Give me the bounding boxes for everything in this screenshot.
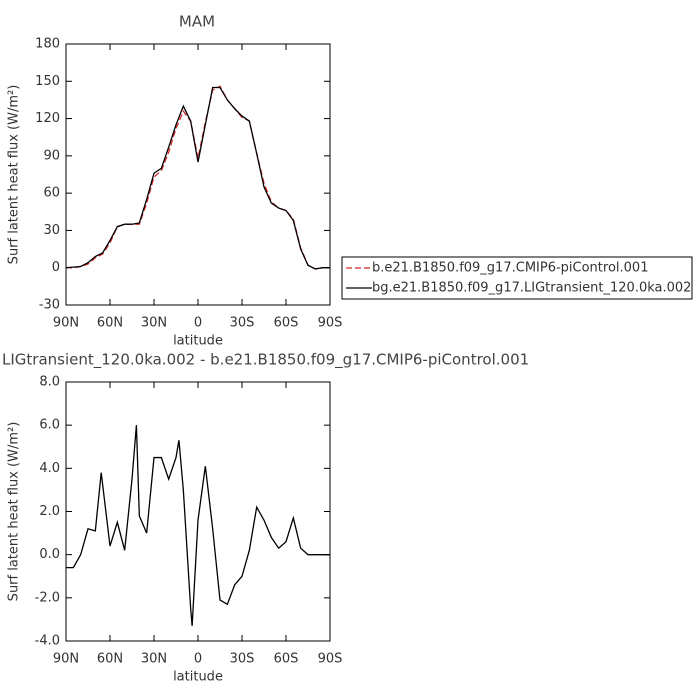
y-tick-label: 8.0 (39, 375, 60, 390)
x-tick-label: 30N (141, 316, 167, 331)
legend-label: b.e21.B1850.f09_g17.CMIP6-piControl.001 (372, 261, 648, 276)
x-tick-label: 90S (318, 652, 343, 667)
y-tick-label: 120 (35, 111, 60, 126)
data-line (66, 85, 330, 270)
y-tick-label: 4.0 (39, 461, 60, 476)
y-tick-label: 0 (52, 260, 60, 275)
x-axis-label: latitude (173, 334, 223, 349)
x-tick-label: 30S (230, 316, 255, 331)
data-line (66, 425, 330, 626)
x-tick-label: 30N (141, 652, 167, 667)
y-tick-label: 90 (43, 148, 60, 163)
x-axis-label: latitude (173, 670, 223, 685)
y-tick-label: 60 (43, 186, 60, 201)
y-axis-label: Surf latent heat flux (W/m²) (7, 422, 22, 602)
x-tick-label: 0 (194, 652, 202, 667)
y-tick-label: -30 (39, 298, 60, 313)
chart-title: MAM (179, 13, 215, 31)
y-tick-label: -4.0 (35, 634, 60, 649)
y-axis-label: Surf latent heat flux (W/m²) (7, 85, 22, 265)
y-tick-label: 0.0 (39, 547, 60, 562)
y-tick-label: 6.0 (39, 418, 60, 433)
legend-label: bg.e21.B1850.f09_g17.LIGtransient_120.0k… (372, 281, 691, 296)
y-tick-label: 30 (43, 223, 60, 238)
x-tick-label: 60S (274, 316, 299, 331)
x-tick-label: 60N (97, 652, 123, 667)
x-tick-label: 0 (194, 316, 202, 331)
y-tick-label: -2.0 (35, 590, 60, 605)
x-tick-label: 90S (318, 316, 343, 331)
x-tick-label: 90N (53, 316, 79, 331)
data-line (65, 86, 330, 270)
x-tick-label: 90N (53, 652, 79, 667)
x-tick-label: 30S (230, 652, 255, 667)
y-tick-label: 150 (35, 74, 60, 89)
y-tick-label: 180 (35, 37, 60, 52)
legend-box (341, 256, 693, 300)
x-tick-label: 60N (97, 316, 123, 331)
y-tick-label: 2.0 (39, 504, 60, 519)
plot-frame (65, 43, 331, 306)
x-tick-label: 60S (274, 652, 299, 667)
chart-title: LIGtransient_120.0ka.002 - b.e21.B1850.f… (2, 351, 529, 370)
